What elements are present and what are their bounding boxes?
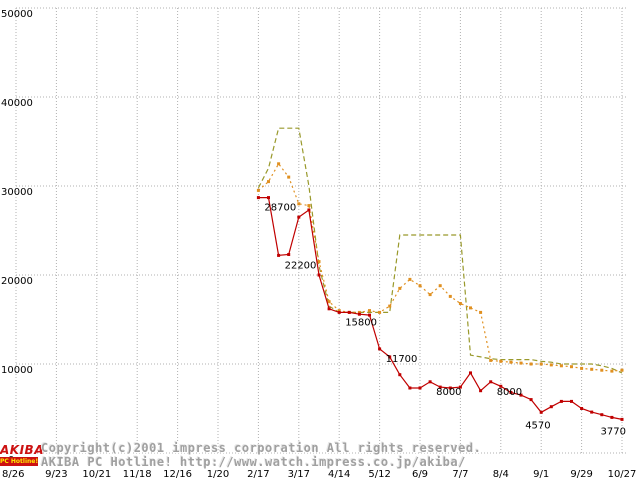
svg-text:8/4: 8/4 — [493, 469, 509, 480]
svg-text:8000: 8000 — [436, 387, 461, 398]
copyright-text: Copyright(c)2001 impress corporation All… — [41, 441, 482, 455]
svg-text:11/18: 11/18 — [123, 469, 152, 480]
svg-text:20000: 20000 — [1, 276, 33, 287]
svg-text:9/29: 9/29 — [570, 469, 592, 480]
credits: Copyright(c)2001 impress corporation All… — [41, 441, 481, 469]
svg-text:7/7: 7/7 — [452, 469, 468, 480]
y-axis-labels: 01000020000300004000050000 — [1, 9, 33, 466]
svg-text:10/21: 10/21 — [82, 469, 111, 480]
svg-text:1/20: 1/20 — [207, 469, 229, 480]
svg-text:6/9: 6/9 — [412, 469, 428, 480]
svg-text:10/27: 10/27 — [608, 469, 637, 480]
svg-text:28700: 28700 — [264, 203, 296, 214]
series-olive-dashed-high — [257, 127, 623, 374]
svg-text:4570: 4570 — [525, 420, 550, 431]
akiba-logo-subtext: PC Hotline! — [0, 457, 39, 466]
akiba-logo-text: AKIBA — [0, 443, 44, 457]
svg-text:30000: 30000 — [1, 187, 33, 198]
svg-text:2/17: 2/17 — [247, 469, 269, 480]
svg-text:4/14: 4/14 — [328, 469, 350, 480]
series-red-solid-low — [256, 196, 624, 421]
x-axis-labels: 8/26 9/23 10/21 11/18 12/16 1/20 2/17 3/17 4/14 5… — [2, 469, 636, 480]
svg-text:8/26: 8/26 — [2, 469, 24, 480]
series-orange-dotted-mid — [256, 162, 624, 373]
svg-text:8000: 8000 — [497, 387, 522, 398]
akiba-logo: AKIBA PC Hotline! — [0, 443, 44, 466]
svg-text:10000: 10000 — [1, 365, 33, 376]
svg-text:22200: 22200 — [285, 260, 317, 271]
svg-text:12/16: 12/16 — [163, 469, 192, 480]
svg-text:3/17: 3/17 — [288, 469, 310, 480]
svg-text:9/1: 9/1 — [533, 469, 549, 480]
svg-text:11700: 11700 — [386, 354, 418, 365]
grid-lines — [15, 7, 628, 454]
svg-text:15800: 15800 — [345, 317, 377, 328]
footer: AKIBA PC Hotline! Copyright(c)2001 impre… — [0, 441, 481, 469]
svg-text:3770: 3770 — [601, 426, 626, 437]
site-url-text: AKIBA PC Hotline! http://www.watch.impre… — [41, 455, 466, 469]
svg-text:9/23: 9/23 — [45, 469, 67, 480]
data-point-labels: 28700 22200 15800 11700 8000 8000 4570 3770 — [264, 203, 626, 438]
svg-text:5/12: 5/12 — [368, 469, 390, 480]
svg-text:50000: 50000 — [1, 9, 33, 20]
svg-text:40000: 40000 — [1, 98, 33, 109]
